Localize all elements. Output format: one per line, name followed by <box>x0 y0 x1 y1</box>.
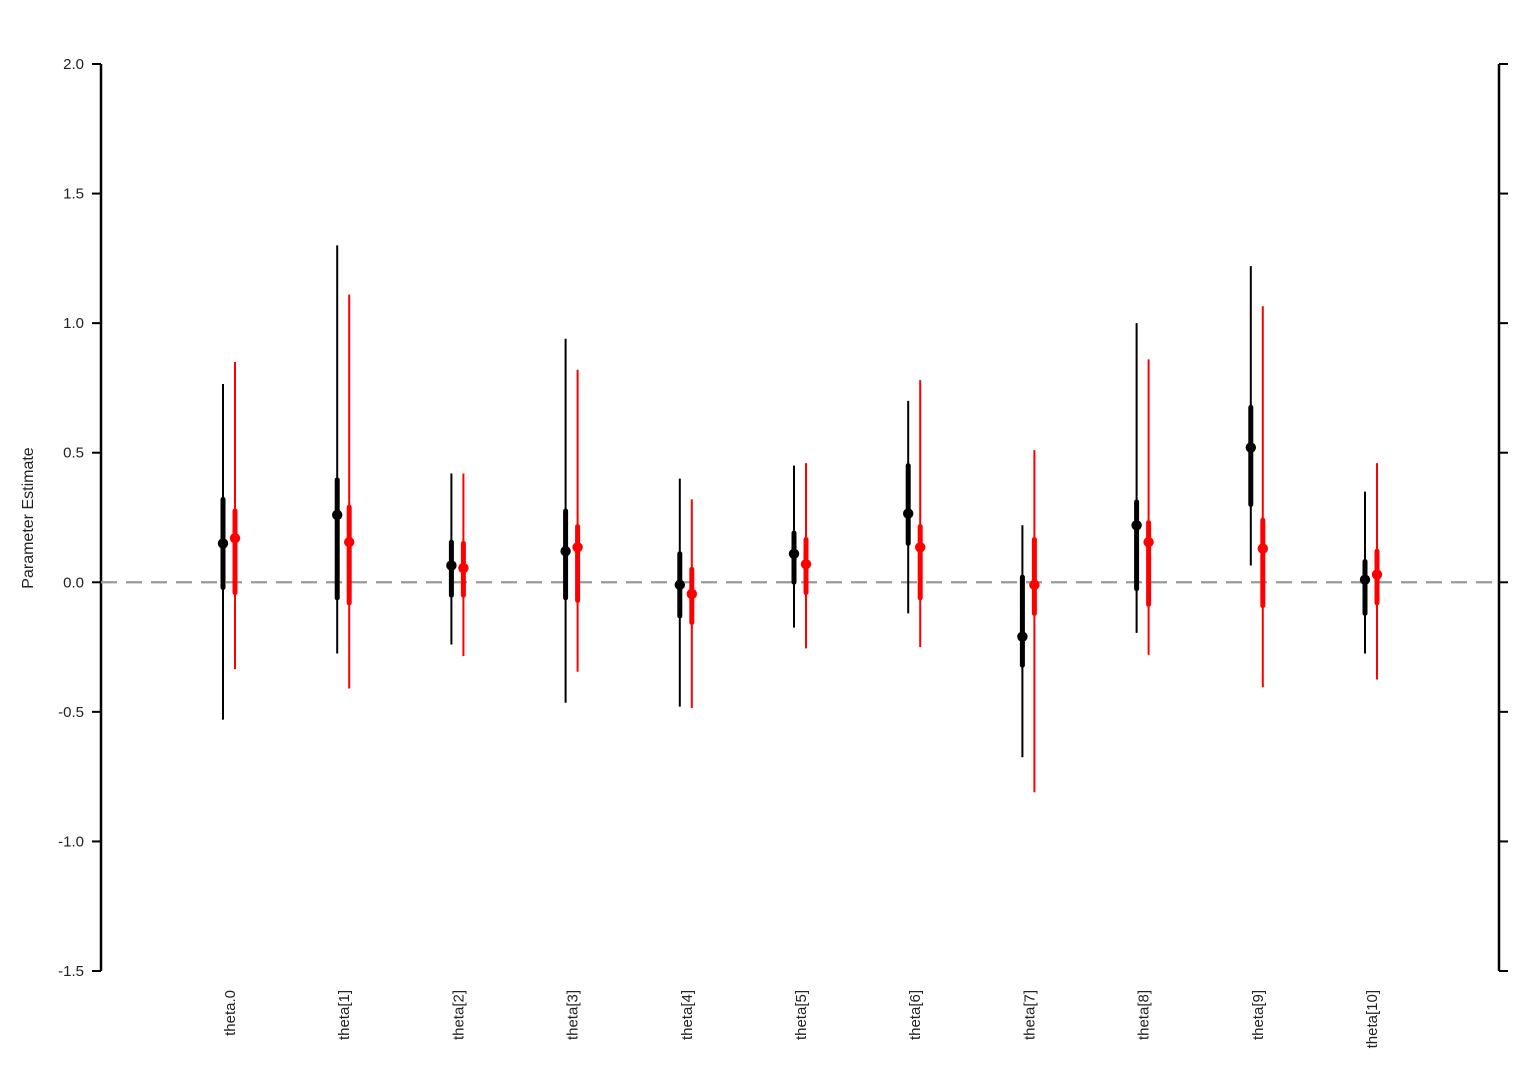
point-estimate <box>915 542 926 553</box>
y-tick-label: 0.0 <box>63 574 84 591</box>
point-estimate <box>1245 442 1257 453</box>
point-estimate <box>800 558 812 570</box>
point-estimate <box>344 536 355 548</box>
y-tick-label: 1.5 <box>63 186 84 203</box>
y-tick-label: -0.5 <box>58 704 84 721</box>
point-estimate <box>903 508 914 519</box>
y-tick-label: 1.0 <box>63 315 84 332</box>
x-category-label: theta[9] <box>1250 990 1267 1040</box>
x-category-label: theta[10] <box>1364 990 1381 1048</box>
point-estimate <box>1017 631 1028 642</box>
x-category-label: theta[8] <box>1136 990 1153 1040</box>
point-estimate <box>458 562 469 574</box>
x-category-label: theta[4] <box>679 990 696 1040</box>
y-tick-label: 2.0 <box>63 56 84 73</box>
y-tick-label: -1.5 <box>58 963 84 980</box>
point-estimate <box>1371 569 1383 580</box>
point-estimate <box>1257 543 1269 554</box>
point-estimate <box>788 548 800 559</box>
x-category-label: theta[1] <box>336 990 353 1040</box>
point-estimate <box>686 588 697 600</box>
plot-marks <box>217 245 1383 793</box>
axes <box>92 63 1508 972</box>
point-estimate <box>217 538 229 549</box>
point-estimate <box>1359 574 1371 585</box>
point-estimate <box>674 579 685 591</box>
point-estimate <box>446 560 457 571</box>
point-estimate <box>1143 536 1154 548</box>
x-category-label: theta[6] <box>907 990 924 1040</box>
x-category-label: theta[7] <box>1021 990 1038 1040</box>
x-category-label: theta[5] <box>793 990 810 1040</box>
point-estimate <box>572 542 583 553</box>
point-estimate <box>229 533 241 544</box>
point-estimate <box>1131 520 1142 531</box>
x-category-label: theta.0 <box>222 990 239 1036</box>
y-tick-label: -1.0 <box>58 833 84 850</box>
x-category-label: theta[3] <box>565 990 582 1040</box>
x-category-label: theta[2] <box>450 990 467 1040</box>
axis-labels: -1.5 -1.0 -0.5 0.0 0.5 1.0 1.5 2.0 theta.0 theta[… <box>58 56 1381 1048</box>
y-tick-label: 0.5 <box>63 445 84 462</box>
y-axis-title: Parameter Estimate <box>20 447 37 588</box>
point-estimate <box>1029 579 1040 591</box>
point-estimate <box>332 509 343 521</box>
point-estimate <box>560 545 571 557</box>
